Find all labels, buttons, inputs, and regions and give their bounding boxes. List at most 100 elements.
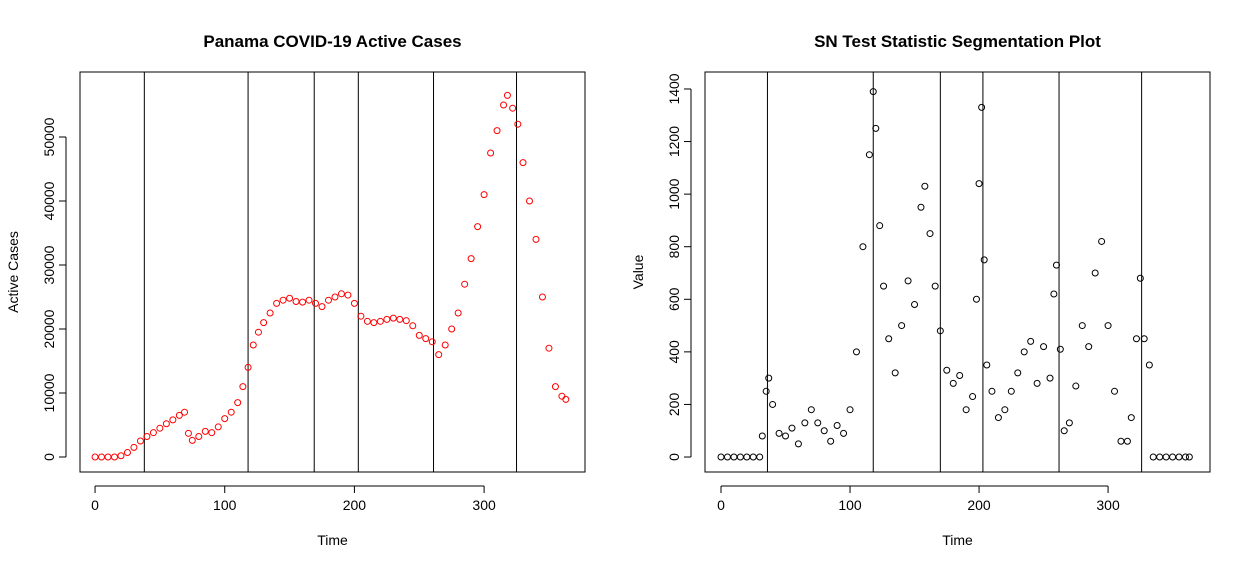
data-point [244, 363, 252, 371]
y-tick-label: 600 [666, 287, 682, 311]
data-point [880, 282, 888, 290]
y-tick-label: 1000 [666, 178, 682, 209]
data-point [402, 317, 410, 325]
data-point [493, 127, 501, 135]
x-tick-label: 0 [91, 497, 99, 513]
x-axis-label: Time [942, 532, 973, 548]
data-point [1072, 382, 1080, 390]
x-axis-label: Time [317, 532, 348, 548]
data-point [921, 182, 929, 190]
data-point [91, 453, 99, 461]
y-tick-label: 400 [666, 340, 682, 364]
plot-frame [704, 71, 1211, 473]
data-point [162, 420, 170, 428]
data-point [156, 424, 164, 432]
data-point [266, 309, 274, 317]
data-point [949, 379, 957, 387]
data-point [532, 235, 540, 243]
data-point [279, 296, 287, 304]
y-tick-label: 1200 [666, 126, 682, 157]
data-point [214, 423, 222, 431]
data-point [441, 341, 449, 349]
data-point [305, 296, 313, 304]
data-point [344, 291, 352, 299]
data-point [1027, 337, 1035, 345]
data-point [1060, 427, 1068, 435]
data-point [149, 429, 157, 437]
data-point [363, 317, 371, 325]
data-point [1149, 453, 1157, 461]
data-point [1117, 437, 1125, 445]
data-point [794, 440, 802, 448]
x-tick-label: 200 [967, 497, 991, 513]
data-point [480, 191, 488, 199]
data-point [461, 280, 469, 288]
data-point [926, 230, 934, 238]
data-point [514, 120, 522, 128]
data-point [917, 203, 925, 211]
data-point [1020, 348, 1028, 356]
data-point [239, 383, 247, 391]
data-point [1056, 345, 1064, 353]
data-point [962, 406, 970, 414]
data-point [428, 338, 436, 346]
data-point [988, 387, 996, 395]
data-point [1040, 343, 1048, 351]
data-point [994, 414, 1002, 422]
x-tick-label: 100 [838, 497, 862, 513]
data-point [312, 299, 320, 307]
data-point [936, 327, 944, 335]
data-point [814, 419, 822, 427]
data-point [208, 429, 216, 437]
data-point [519, 159, 527, 167]
data-point [801, 419, 809, 427]
data-point [545, 344, 553, 352]
data-point [736, 453, 744, 461]
data-point [331, 293, 339, 301]
data-point [98, 453, 106, 461]
data-point [221, 415, 229, 423]
data-point [1132, 335, 1140, 343]
y-tick-label: 0 [666, 453, 682, 461]
data-point [181, 408, 189, 416]
data-point [1052, 261, 1060, 269]
data-point [833, 421, 841, 429]
plot-frame [79, 71, 586, 473]
data-point [852, 348, 860, 356]
data-point [1162, 453, 1170, 461]
y-tick-label: 10000 [41, 373, 57, 412]
chart-title: SN Test Statistic Segmentation Plot [814, 32, 1101, 51]
data-point [1078, 322, 1086, 330]
data-point [409, 322, 417, 330]
data-point [762, 387, 770, 395]
data-point [487, 149, 495, 157]
y-axis-label: Active Cases [5, 231, 21, 313]
data-point [1111, 387, 1119, 395]
data-point [931, 282, 939, 290]
data-point [562, 395, 570, 403]
data-point [184, 429, 192, 437]
data-point [467, 255, 475, 263]
data-point [898, 322, 906, 330]
data-point [227, 408, 235, 416]
data-point [869, 88, 877, 96]
y-tick-label: 40000 [41, 181, 57, 220]
data-point [551, 383, 559, 391]
data-point [1136, 274, 1144, 282]
data-point [749, 453, 757, 461]
y-tick-label: 50000 [41, 117, 57, 156]
data-point [978, 103, 986, 111]
data-point [1065, 419, 1073, 427]
data-point [743, 453, 751, 461]
data-point [956, 372, 964, 380]
data-point [509, 104, 517, 112]
data-point [943, 366, 951, 374]
data-point [1033, 379, 1041, 387]
data-point [1145, 361, 1153, 369]
data-point [376, 317, 384, 325]
data-point [840, 429, 848, 437]
data-point [1050, 290, 1058, 298]
data-point [1127, 414, 1135, 422]
data-point [1175, 453, 1183, 461]
